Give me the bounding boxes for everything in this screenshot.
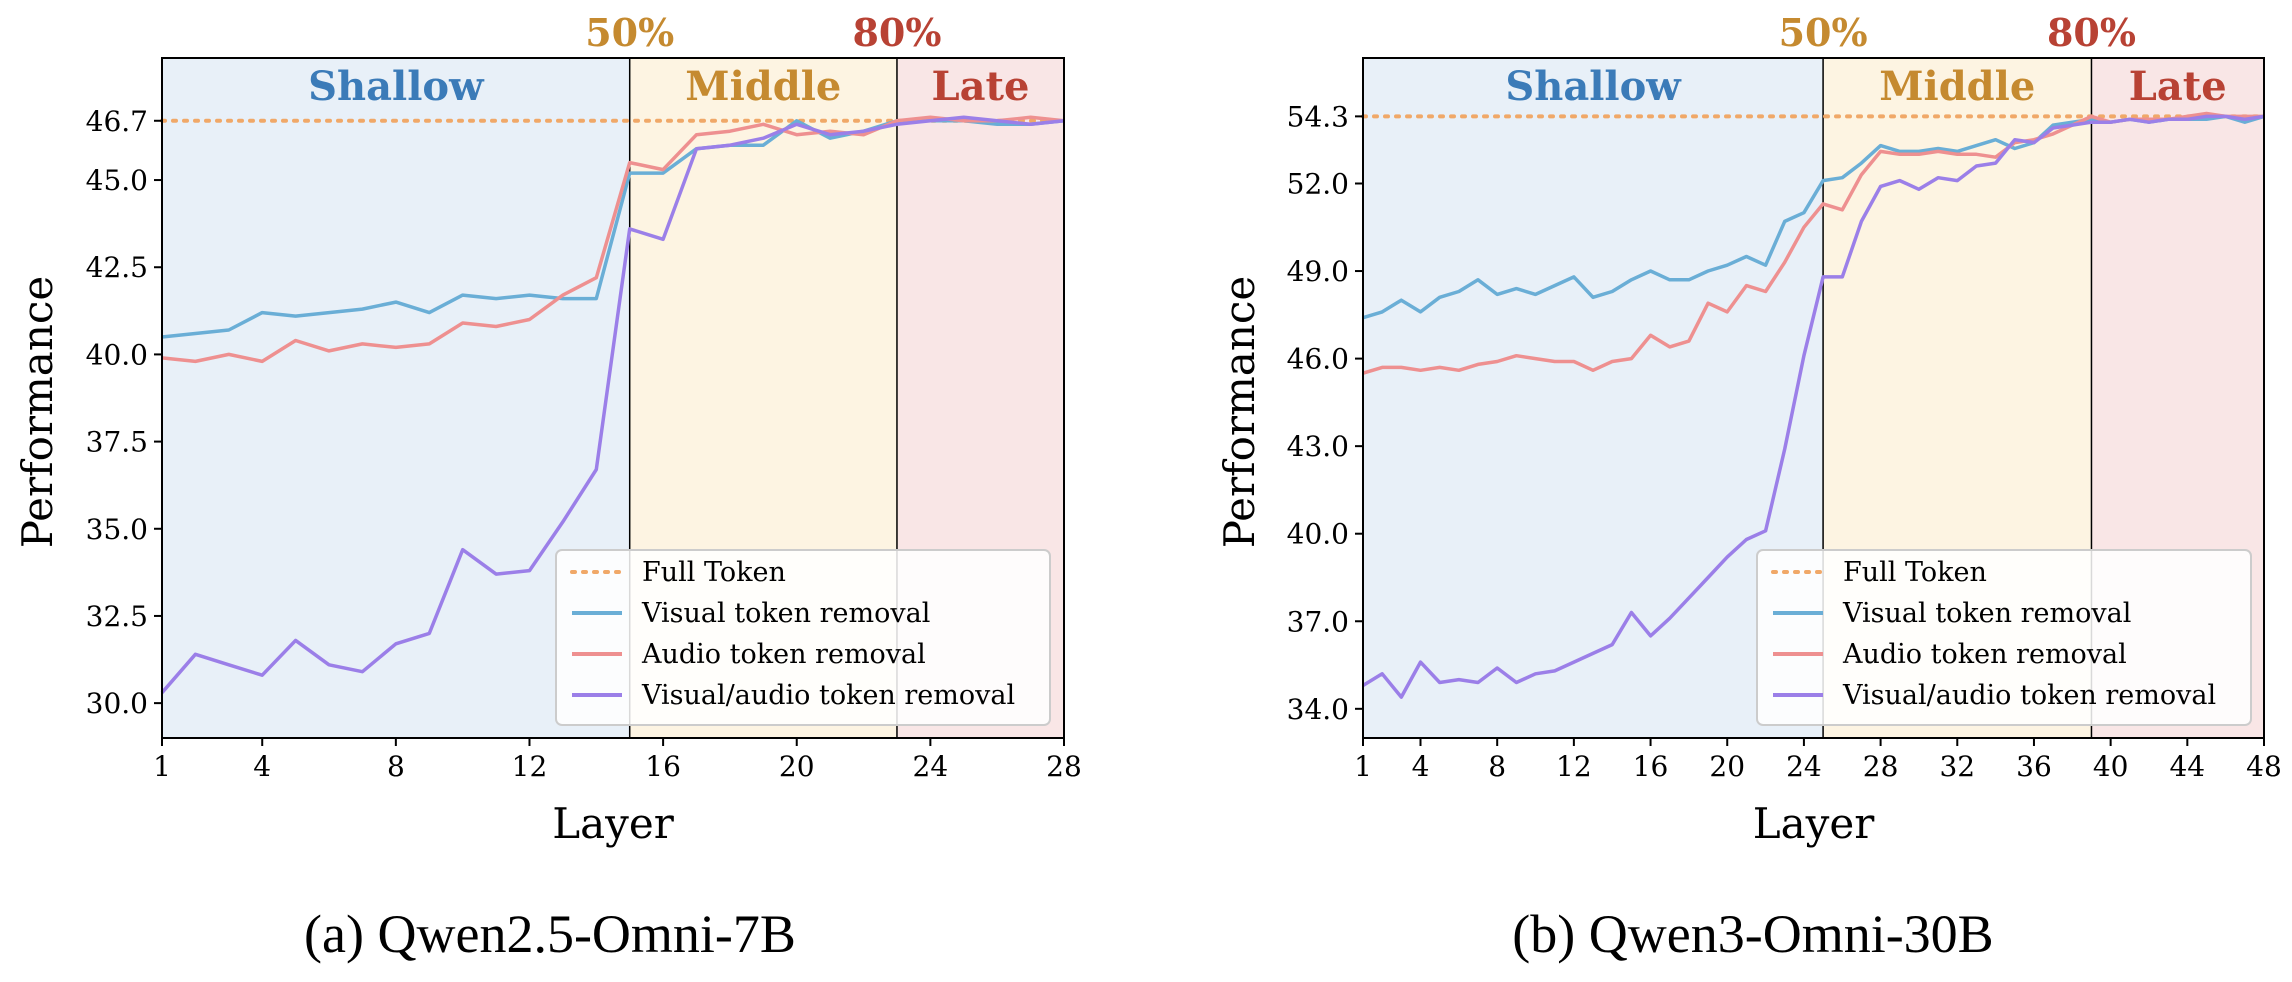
marker-label-50: 50% — [1779, 10, 1868, 55]
y-tick-label: 30.0 — [86, 687, 148, 720]
x-tick-label: 48 — [2246, 750, 2282, 783]
series-line-visual-audio — [160, 115, 1065, 694]
x-tick-label: 8 — [387, 750, 405, 783]
y-tick-label: 45.0 — [86, 164, 148, 197]
y-tick-label: 37.5 — [86, 426, 148, 459]
region-label-shallow: Shallow — [1505, 63, 1682, 110]
legend-box — [555, 549, 1051, 726]
legend-label-1: Visual token removal — [1842, 598, 2131, 629]
series-line-visual-audio — [1362, 114, 2265, 699]
y-tick-label: 37.0 — [1287, 605, 1349, 638]
x-tick-label: 24 — [1786, 750, 1822, 783]
x-tick-label: 16 — [645, 750, 681, 783]
legend-box — [1756, 549, 2252, 726]
marker-label-80: 80% — [852, 10, 941, 55]
plot-frame — [161, 57, 1065, 739]
x-tick-label: 1 — [1354, 750, 1372, 783]
x-tick-label: 32 — [1939, 750, 1975, 783]
y-tick-label: 34.0 — [1287, 693, 1349, 726]
y-tick-label: 49.0 — [1287, 255, 1349, 288]
x-tick-label: 1 — [153, 750, 171, 783]
y-tick-label: 52.0 — [1287, 167, 1349, 200]
legend-label-3: Visual/audio token removal — [641, 680, 1015, 711]
x-tick-label: 8 — [1488, 750, 1506, 783]
series-line-audio — [161, 115, 1065, 364]
legend-label-1: Visual token removal — [641, 598, 930, 629]
region-label-shallow: Shallow — [308, 63, 485, 110]
x-tick-label: 40 — [2093, 750, 2129, 783]
legend-label-2: Audio token removal — [641, 639, 926, 670]
x-tick-label: 16 — [1633, 750, 1669, 783]
y-tick-label: 54.3 — [1287, 100, 1349, 133]
x-tick-label: 12 — [1556, 750, 1592, 783]
y-tick-label: 40.0 — [86, 338, 148, 371]
x-axis-label: Layer — [1753, 799, 1876, 848]
region-shallow — [1363, 58, 1824, 738]
legend-label-0: Full Token — [642, 557, 786, 588]
region-label-late: Late — [2129, 63, 2227, 110]
marker-label-50: 50% — [585, 10, 674, 55]
caption-b: (b) Qwen3-Omni-30B — [1512, 904, 1993, 964]
x-tick-label: 4 — [1412, 750, 1430, 783]
caption-a: (a) Qwen2.5-Omni-7B — [304, 904, 796, 964]
region-label-middle: Middle — [685, 63, 841, 110]
legend-label-2: Audio token removal — [1842, 639, 2127, 670]
y-tick-label: 40.0 — [1287, 518, 1349, 551]
y-tick-label: 46.7 — [86, 105, 148, 138]
y-axis-label: Performance — [13, 276, 62, 549]
marker-label-80: 80% — [2047, 10, 2136, 55]
y-tick-label: 43.0 — [1287, 430, 1349, 463]
region-label-late: Late — [931, 63, 1029, 110]
y-tick-label: 35.0 — [86, 513, 148, 546]
region-shallow — [162, 58, 630, 738]
x-tick-label: 24 — [913, 750, 949, 783]
y-tick-label: 46.0 — [1287, 343, 1349, 376]
plot-frame — [1362, 57, 2265, 739]
x-axis-label: Layer — [552, 799, 675, 848]
legend-label-0: Full Token — [1843, 557, 1987, 588]
x-tick-label: 28 — [1046, 750, 1082, 783]
x-tick-label: 4 — [253, 750, 271, 783]
panel-qwen3-omni-30b: Shallow Middle Late 50% 80% 34.0 37.0 40.0 43.0 4… — [1215, 10, 2282, 848]
x-tick-label: 36 — [2016, 750, 2052, 783]
y-axis-label: Performance — [1215, 276, 1264, 549]
x-tick-label: 44 — [2169, 750, 2205, 783]
x-tick-label: 20 — [1709, 750, 1745, 783]
region-label-middle: Middle — [1879, 63, 2035, 110]
x-tick-label: 28 — [1863, 750, 1899, 783]
panel-qwen2-5-omni-7b: Shallow Middle Late 50% 80% 30.0 32.5 35.0 37.5 4… — [13, 10, 1082, 848]
y-tick-label: 42.5 — [86, 251, 148, 284]
y-tick-label: 32.5 — [86, 600, 148, 633]
x-tick-label: 12 — [512, 750, 548, 783]
x-tick-label: 20 — [779, 750, 815, 783]
legend-label-3: Visual/audio token removal — [1842, 680, 2216, 711]
